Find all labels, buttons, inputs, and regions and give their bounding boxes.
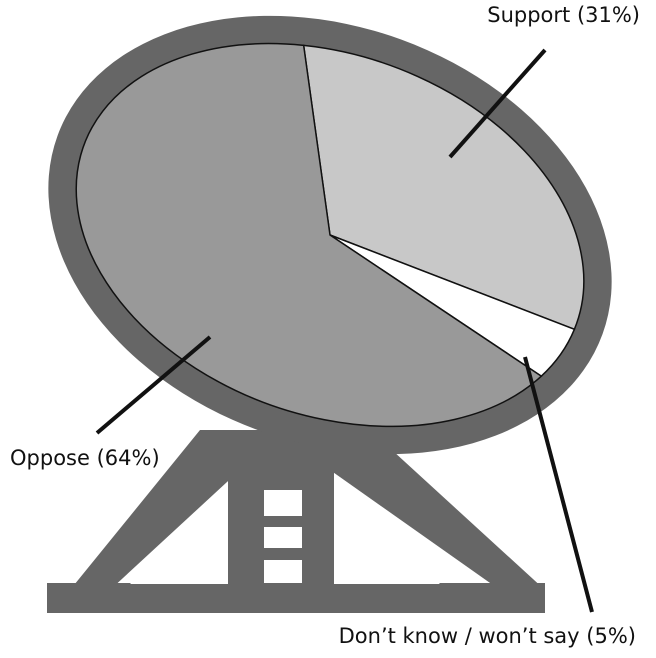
chart: Support (31%) Oppose (64%) Don’t know / wo…	[0, 0, 656, 658]
slice-value-label: (31%)	[577, 3, 640, 27]
slice-name: Don’t know / won’t say	[339, 624, 580, 648]
slice-value-label: (5%)	[586, 624, 636, 648]
ladder-gap	[264, 560, 302, 583]
slice-name: Oppose	[10, 446, 90, 470]
ladder-gap	[264, 490, 302, 516]
slice-label: Don’t know / won’t say (5%)	[339, 624, 636, 648]
ladder-gap	[264, 527, 302, 548]
slice-value-label: (64%)	[97, 446, 160, 470]
page: Support (31%) Oppose (64%) Don’t know / wo…	[0, 0, 656, 658]
slice-label: Oppose (64%)	[10, 446, 160, 470]
slice-label: Support (31%)	[487, 3, 640, 27]
slice-name: Support	[487, 3, 570, 27]
